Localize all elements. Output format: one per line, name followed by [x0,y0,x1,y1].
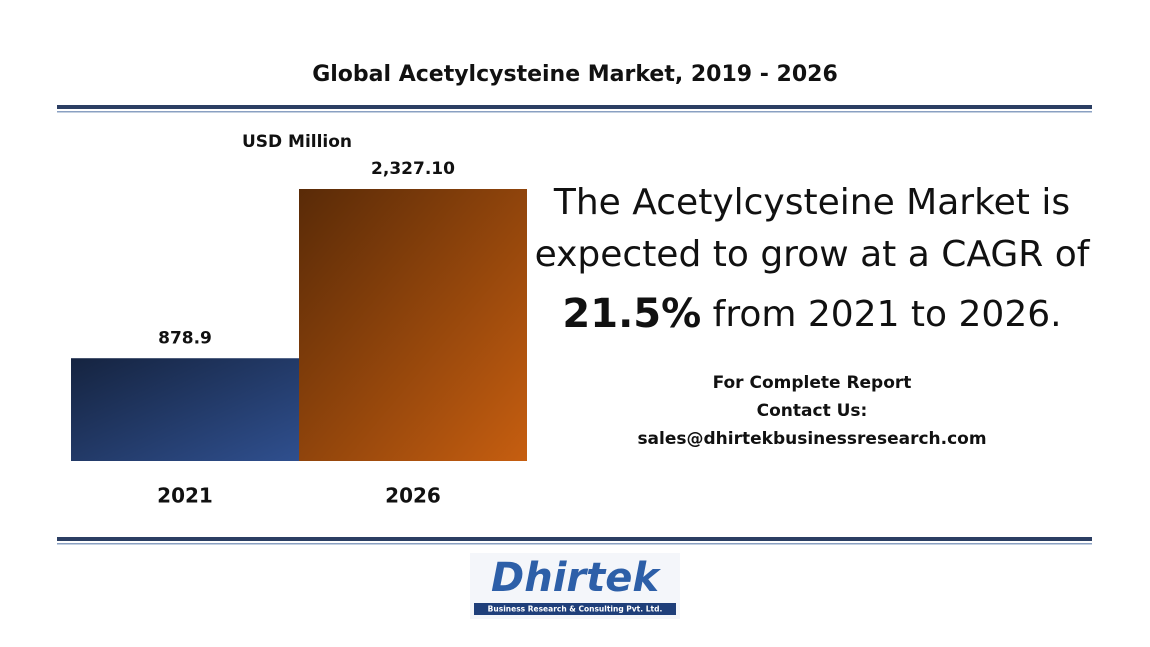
logo-name: Dhirtek [491,555,661,601]
rule [57,537,1092,541]
headline: The Acetylcysteine Market is [553,182,1070,223]
cagr: 21.5% [562,291,701,337]
rule [57,543,1092,545]
value-label: 878.9 [158,328,212,348]
x-tick-label: 2026 [385,484,441,508]
headline: from 2021 to 2026. [713,294,1062,335]
bar-shade [299,189,527,461]
rule [57,111,1092,113]
chart-title: Global Acetylcysteine Market, 2019 - 202… [312,62,838,87]
value-label: 2,327.10 [371,159,455,179]
headline: 21.5% from 2021 to 2026. [562,291,1061,337]
bar-shade [71,358,299,461]
y-axis-label: USD Million [242,132,352,152]
headline: expected to grow at a CAGR of [535,234,1091,275]
rule [57,105,1092,109]
logo-band [474,603,676,615]
contact: For Complete Report [713,373,912,393]
x-tick-label: 2021 [157,484,213,508]
logo-tagline: Business Research & Consulting Pvt. Ltd. [488,605,663,614]
contact: Contact Us: [757,401,868,421]
contact-email: sales@dhirtekbusinessresearch.com [637,429,986,449]
